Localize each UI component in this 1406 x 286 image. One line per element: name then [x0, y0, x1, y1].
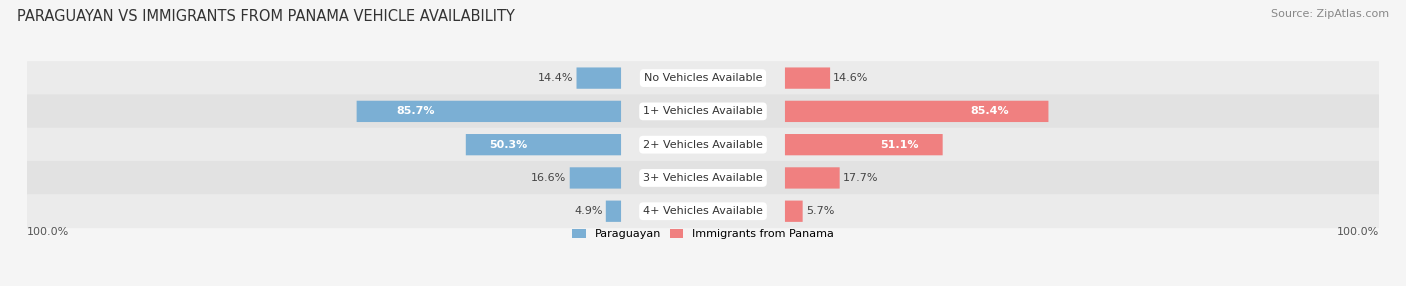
Text: 51.1%: 51.1%	[880, 140, 920, 150]
FancyBboxPatch shape	[569, 167, 621, 188]
Text: 16.6%: 16.6%	[531, 173, 567, 183]
FancyBboxPatch shape	[785, 200, 803, 222]
FancyBboxPatch shape	[357, 101, 621, 122]
Text: 5.7%: 5.7%	[806, 206, 834, 216]
Text: 4.9%: 4.9%	[574, 206, 603, 216]
FancyBboxPatch shape	[785, 101, 1049, 122]
Text: 17.7%: 17.7%	[842, 173, 879, 183]
Text: 1+ Vehicles Available: 1+ Vehicles Available	[643, 106, 763, 116]
Text: 85.4%: 85.4%	[970, 106, 1010, 116]
Text: Source: ZipAtlas.com: Source: ZipAtlas.com	[1271, 9, 1389, 19]
Text: 14.6%: 14.6%	[834, 73, 869, 83]
Text: 50.3%: 50.3%	[489, 140, 527, 150]
FancyBboxPatch shape	[27, 194, 1379, 228]
FancyBboxPatch shape	[785, 134, 942, 155]
Text: 100.0%: 100.0%	[27, 227, 69, 237]
FancyBboxPatch shape	[27, 61, 1379, 95]
FancyBboxPatch shape	[576, 67, 621, 89]
Text: 100.0%: 100.0%	[1337, 227, 1379, 237]
Text: 4+ Vehicles Available: 4+ Vehicles Available	[643, 206, 763, 216]
Text: 2+ Vehicles Available: 2+ Vehicles Available	[643, 140, 763, 150]
FancyBboxPatch shape	[785, 167, 839, 188]
FancyBboxPatch shape	[27, 161, 1379, 195]
Legend: Paraguayan, Immigrants from Panama: Paraguayan, Immigrants from Panama	[568, 224, 838, 244]
Text: PARAGUAYAN VS IMMIGRANTS FROM PANAMA VEHICLE AVAILABILITY: PARAGUAYAN VS IMMIGRANTS FROM PANAMA VEH…	[17, 9, 515, 23]
Text: 3+ Vehicles Available: 3+ Vehicles Available	[643, 173, 763, 183]
FancyBboxPatch shape	[27, 94, 1379, 128]
FancyBboxPatch shape	[785, 67, 830, 89]
Text: No Vehicles Available: No Vehicles Available	[644, 73, 762, 83]
FancyBboxPatch shape	[27, 128, 1379, 162]
Text: 14.4%: 14.4%	[538, 73, 574, 83]
FancyBboxPatch shape	[606, 200, 621, 222]
FancyBboxPatch shape	[465, 134, 621, 155]
Text: 85.7%: 85.7%	[396, 106, 434, 116]
